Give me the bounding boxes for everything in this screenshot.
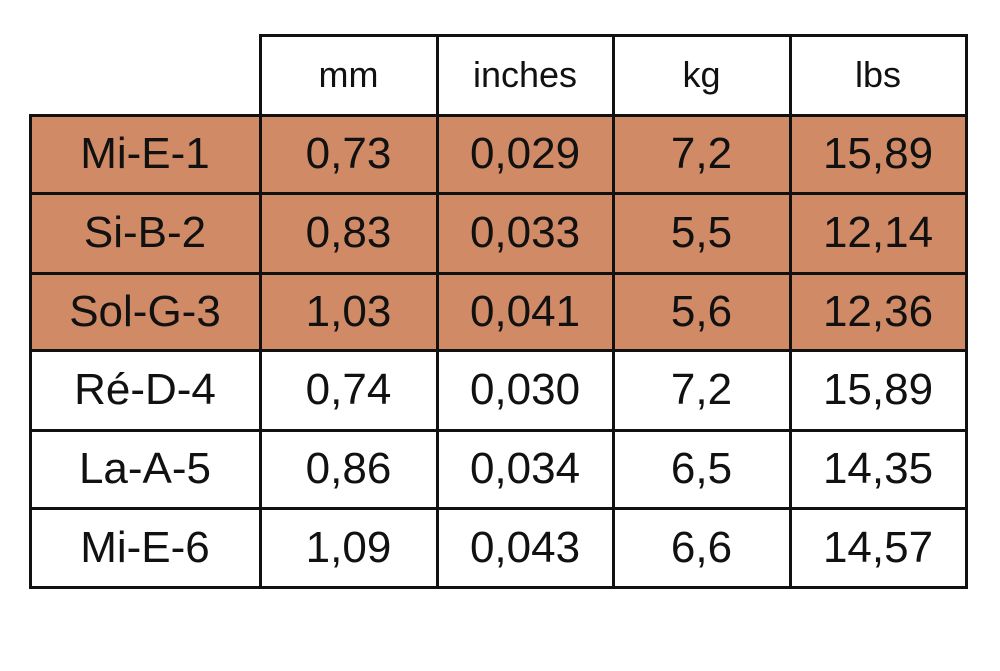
row-label: Mi-E-6 [28,506,262,589]
data-cell: 0,86 [258,428,439,510]
header-cell: kg [611,33,792,117]
data-cell: 12,14 [788,191,968,275]
data-cell: 7,2 [611,348,792,432]
row-label: Ré-D-4 [28,348,262,432]
data-cell: 0,030 [435,348,615,432]
data-cell: 0,73 [258,113,439,195]
data-cell: 1,09 [258,506,439,589]
row-label: Si-B-2 [28,191,262,275]
data-cell: 14,57 [788,506,968,589]
header-cell: mm [258,33,439,117]
row-label: Sol-G-3 [28,271,262,352]
data-cell: 0,029 [435,113,615,195]
data-cell: 6,5 [611,428,792,510]
data-cell: 12,36 [788,271,968,352]
header-cell: inches [435,33,615,117]
data-cell: 0,74 [258,348,439,432]
data-cell: 0,034 [435,428,615,510]
data-cell: 7,2 [611,113,792,195]
data-cell: 0,033 [435,191,615,275]
data-cell: 0,83 [258,191,439,275]
row-label: Mi-E-1 [28,113,262,195]
data-cell: 6,6 [611,506,792,589]
data-cell: 5,5 [611,191,792,275]
data-cell: 14,35 [788,428,968,510]
data-cell: 1,03 [258,271,439,352]
data-cell: 0,041 [435,271,615,352]
data-cell: 15,89 [788,113,968,195]
data-cell: 5,6 [611,271,792,352]
data-cell: 0,043 [435,506,615,589]
data-cell: 15,89 [788,348,968,432]
header-cell: lbs [788,33,968,117]
row-label: La-A-5 [28,428,262,510]
